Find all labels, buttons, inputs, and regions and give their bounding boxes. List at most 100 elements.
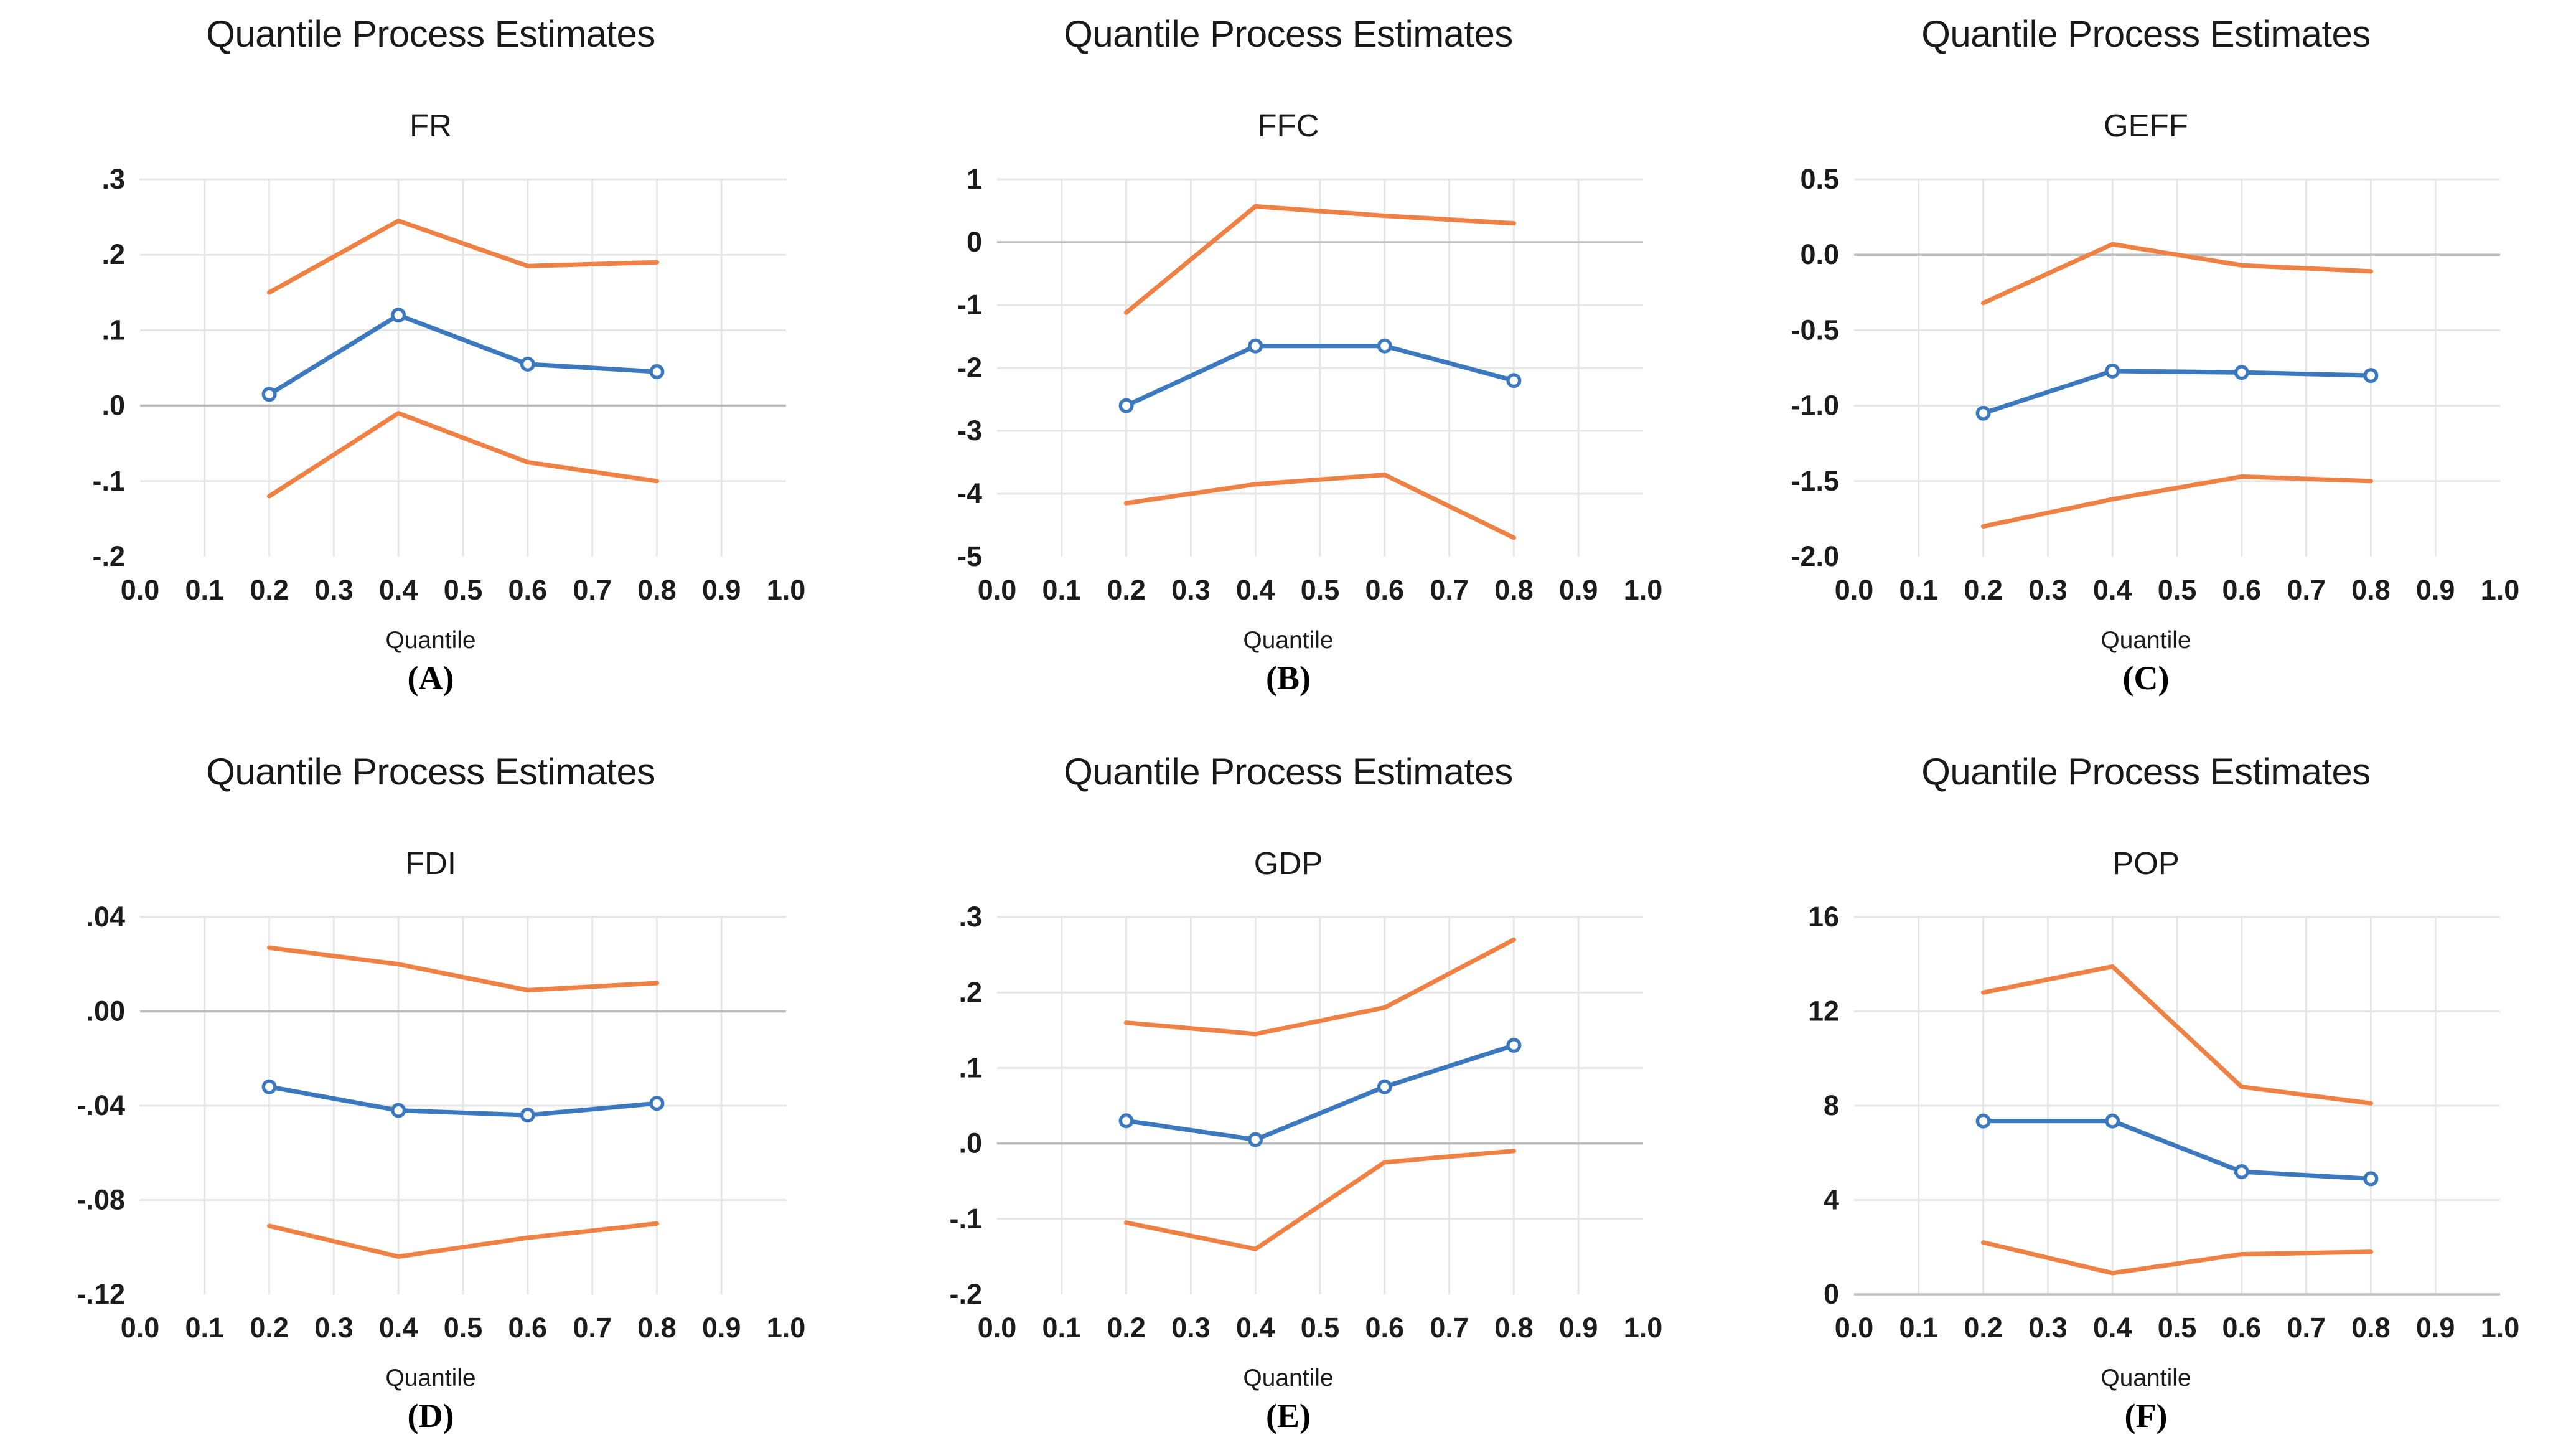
y-tick-label: 0.5 <box>1801 163 1840 195</box>
y-tick-label: -4 <box>957 478 982 509</box>
y-tick-label: -.2 <box>91 540 124 572</box>
x-tick-label: 0.4 <box>378 574 418 606</box>
x-tick-label: 0.4 <box>1236 574 1275 606</box>
y-tick-label: 16 <box>1809 901 1840 933</box>
y-tick-label: 0 <box>967 226 982 258</box>
chart-subtitle: FDI <box>405 846 457 882</box>
y-tick-label: 8 <box>1824 1089 1840 1121</box>
series-line-estimate <box>266 313 658 397</box>
x-axis-label: Quantile <box>2101 1363 2191 1391</box>
x-tick-label: 0.7 <box>2287 1312 2326 1344</box>
data-point-marker <box>390 1103 406 1118</box>
x-tick-label: 0.1 <box>1042 574 1081 606</box>
x-tick-label: 0.1 <box>184 574 223 606</box>
data-point-marker <box>1976 405 1992 421</box>
x-tick-label: 0.4 <box>378 1312 418 1344</box>
series-line-upper-band <box>266 945 658 993</box>
series-line-lower-band <box>266 1221 658 1259</box>
series-line-estimate <box>1123 1043 1516 1142</box>
series-line-estimate <box>266 1085 658 1118</box>
series-line-upper-band <box>1981 964 2374 1106</box>
chart-subtitle: FR <box>409 108 452 144</box>
y-tick-label: -.08 <box>76 1184 124 1216</box>
chart-subtitle: GEFF <box>2103 108 2188 144</box>
x-axis-label: Quantile <box>385 626 476 654</box>
series-line-lower-band <box>266 411 658 499</box>
data-point-marker <box>2105 1113 2121 1129</box>
data-point-marker <box>1506 1038 1522 1053</box>
series-line-estimate <box>1981 1119 2374 1182</box>
chart-title: Quantile Process Estimates <box>206 15 655 56</box>
x-tick-label: 0.3 <box>2029 1312 2068 1344</box>
data-point-marker <box>1377 1079 1392 1094</box>
x-tick-label: 0.9 <box>701 574 741 606</box>
x-tick-label: 0.8 <box>1494 1312 1534 1344</box>
data-point-marker <box>1248 338 1263 354</box>
chart-plot-area: .3 .2 .1 .0 -.1 -.20.0 0.1 0.2 0.3 0.4 0.5 0.6 0.7 0.… <box>949 901 1663 1344</box>
x-tick-label: 1.0 <box>766 1312 805 1344</box>
y-tick-label: -0.5 <box>1791 314 1840 346</box>
panel-c: Quantile Process Estimates GEFF 0.5 0.0 -0… <box>1723 4 2569 700</box>
x-tick-label: 0.4 <box>1236 1312 1275 1344</box>
x-axis-label: Quantile <box>1243 626 1334 654</box>
y-tick-label: .04 <box>85 901 124 933</box>
data-point-marker <box>649 1096 664 1111</box>
x-tick-label: 0.4 <box>2094 1312 2133 1344</box>
x-tick-label: 0.6 <box>2223 1312 2262 1344</box>
chart-title: Quantile Process Estimates <box>206 753 655 794</box>
x-tick-label: 0.7 <box>2287 574 2326 606</box>
y-tick-label: -1 <box>957 289 982 321</box>
y-tick-label: -2 <box>957 352 982 384</box>
data-point-marker <box>519 1108 535 1123</box>
series-line-lower-band <box>1123 1149 1516 1251</box>
panel-letter: (E) <box>1265 1397 1311 1434</box>
data-point-marker <box>2234 1164 2250 1180</box>
y-tick-label: -1.5 <box>1791 465 1840 497</box>
data-point-marker <box>1248 1132 1263 1147</box>
y-tick-label: -.1 <box>949 1203 982 1235</box>
chart-subtitle: POP <box>2112 846 2180 882</box>
y-tick-label: .0 <box>101 390 124 421</box>
x-tick-label: 0.9 <box>2417 1312 2456 1344</box>
x-tick-label: 0.8 <box>637 574 676 606</box>
x-axis-label: Quantile <box>1243 1363 1334 1391</box>
chart-plot-area: .3 .2 .1 .0 -.1 -.20.0 0.1 0.2 0.3 0.4 0.5 0.6 0.7 0.… <box>91 163 805 606</box>
panel-letter: (A) <box>407 659 454 697</box>
x-tick-label: 1.0 <box>2481 1312 2521 1344</box>
x-tick-label: 0.1 <box>184 1312 223 1344</box>
x-tick-label: 0.0 <box>120 574 159 606</box>
x-tick-label: 0.9 <box>2417 574 2456 606</box>
x-tick-label: 0.7 <box>572 1312 611 1344</box>
x-tick-label: 0.9 <box>701 1312 741 1344</box>
y-tick-label: 0.0 <box>1801 238 1840 270</box>
panel-letter: (D) <box>407 1397 454 1434</box>
series-line-upper-band <box>1981 242 2374 306</box>
y-tick-label: 4 <box>1824 1184 1840 1216</box>
x-tick-label: 1.0 <box>1624 1312 1663 1344</box>
chart-plot-area: .04 .00 -.04 -.08 -.120.0 0.1 0.2 0.3 0.4 0.5 0.6 0… <box>76 901 805 1344</box>
data-point-marker <box>1506 373 1522 388</box>
x-tick-label: 0.2 <box>1107 574 1146 606</box>
data-point-marker <box>649 364 664 380</box>
x-tick-label: 0.5 <box>443 1312 482 1344</box>
chart-title: Quantile Process Estimates <box>1064 753 1513 794</box>
panel-letter: (C) <box>2122 659 2170 697</box>
x-tick-label: 0.3 <box>1171 574 1211 606</box>
y-tick-label: .2 <box>958 976 982 1008</box>
x-tick-label: 0.8 <box>2352 1312 2391 1344</box>
x-tick-label: 0.2 <box>1107 1312 1146 1344</box>
chart-title: Quantile Process Estimates <box>1921 15 2371 56</box>
x-tick-label: 0.1 <box>1042 1312 1081 1344</box>
x-tick-label: 0.3 <box>314 1312 353 1344</box>
x-tick-label: 0.8 <box>2352 574 2391 606</box>
panel-f: Quantile Process Estimates POP 16 12 8 4 0 0.… <box>1723 712 2569 1436</box>
series-line-upper-band <box>1123 204 1516 315</box>
data-point-marker <box>1118 398 1134 413</box>
x-tick-label: 0.5 <box>2158 574 2198 606</box>
y-tick-label: .3 <box>101 163 124 195</box>
chart-plot-area: 0.50.0-0.5-1.0-1.5-2.00.0 0.1 0.2 0.3 0.4 0.5… <box>1791 163 2520 606</box>
series-line-upper-band <box>266 219 658 295</box>
x-tick-label: 0.2 <box>249 1312 288 1344</box>
x-tick-label: 0.0 <box>978 1312 1017 1344</box>
